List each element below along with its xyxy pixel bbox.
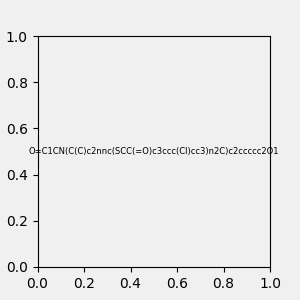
Text: O=C1CN(C(C)c2nnc(SCC(=O)c3ccc(Cl)cc3)n2C)c2ccccc2O1: O=C1CN(C(C)c2nnc(SCC(=O)c3ccc(Cl)cc3)n2C… [28,147,279,156]
